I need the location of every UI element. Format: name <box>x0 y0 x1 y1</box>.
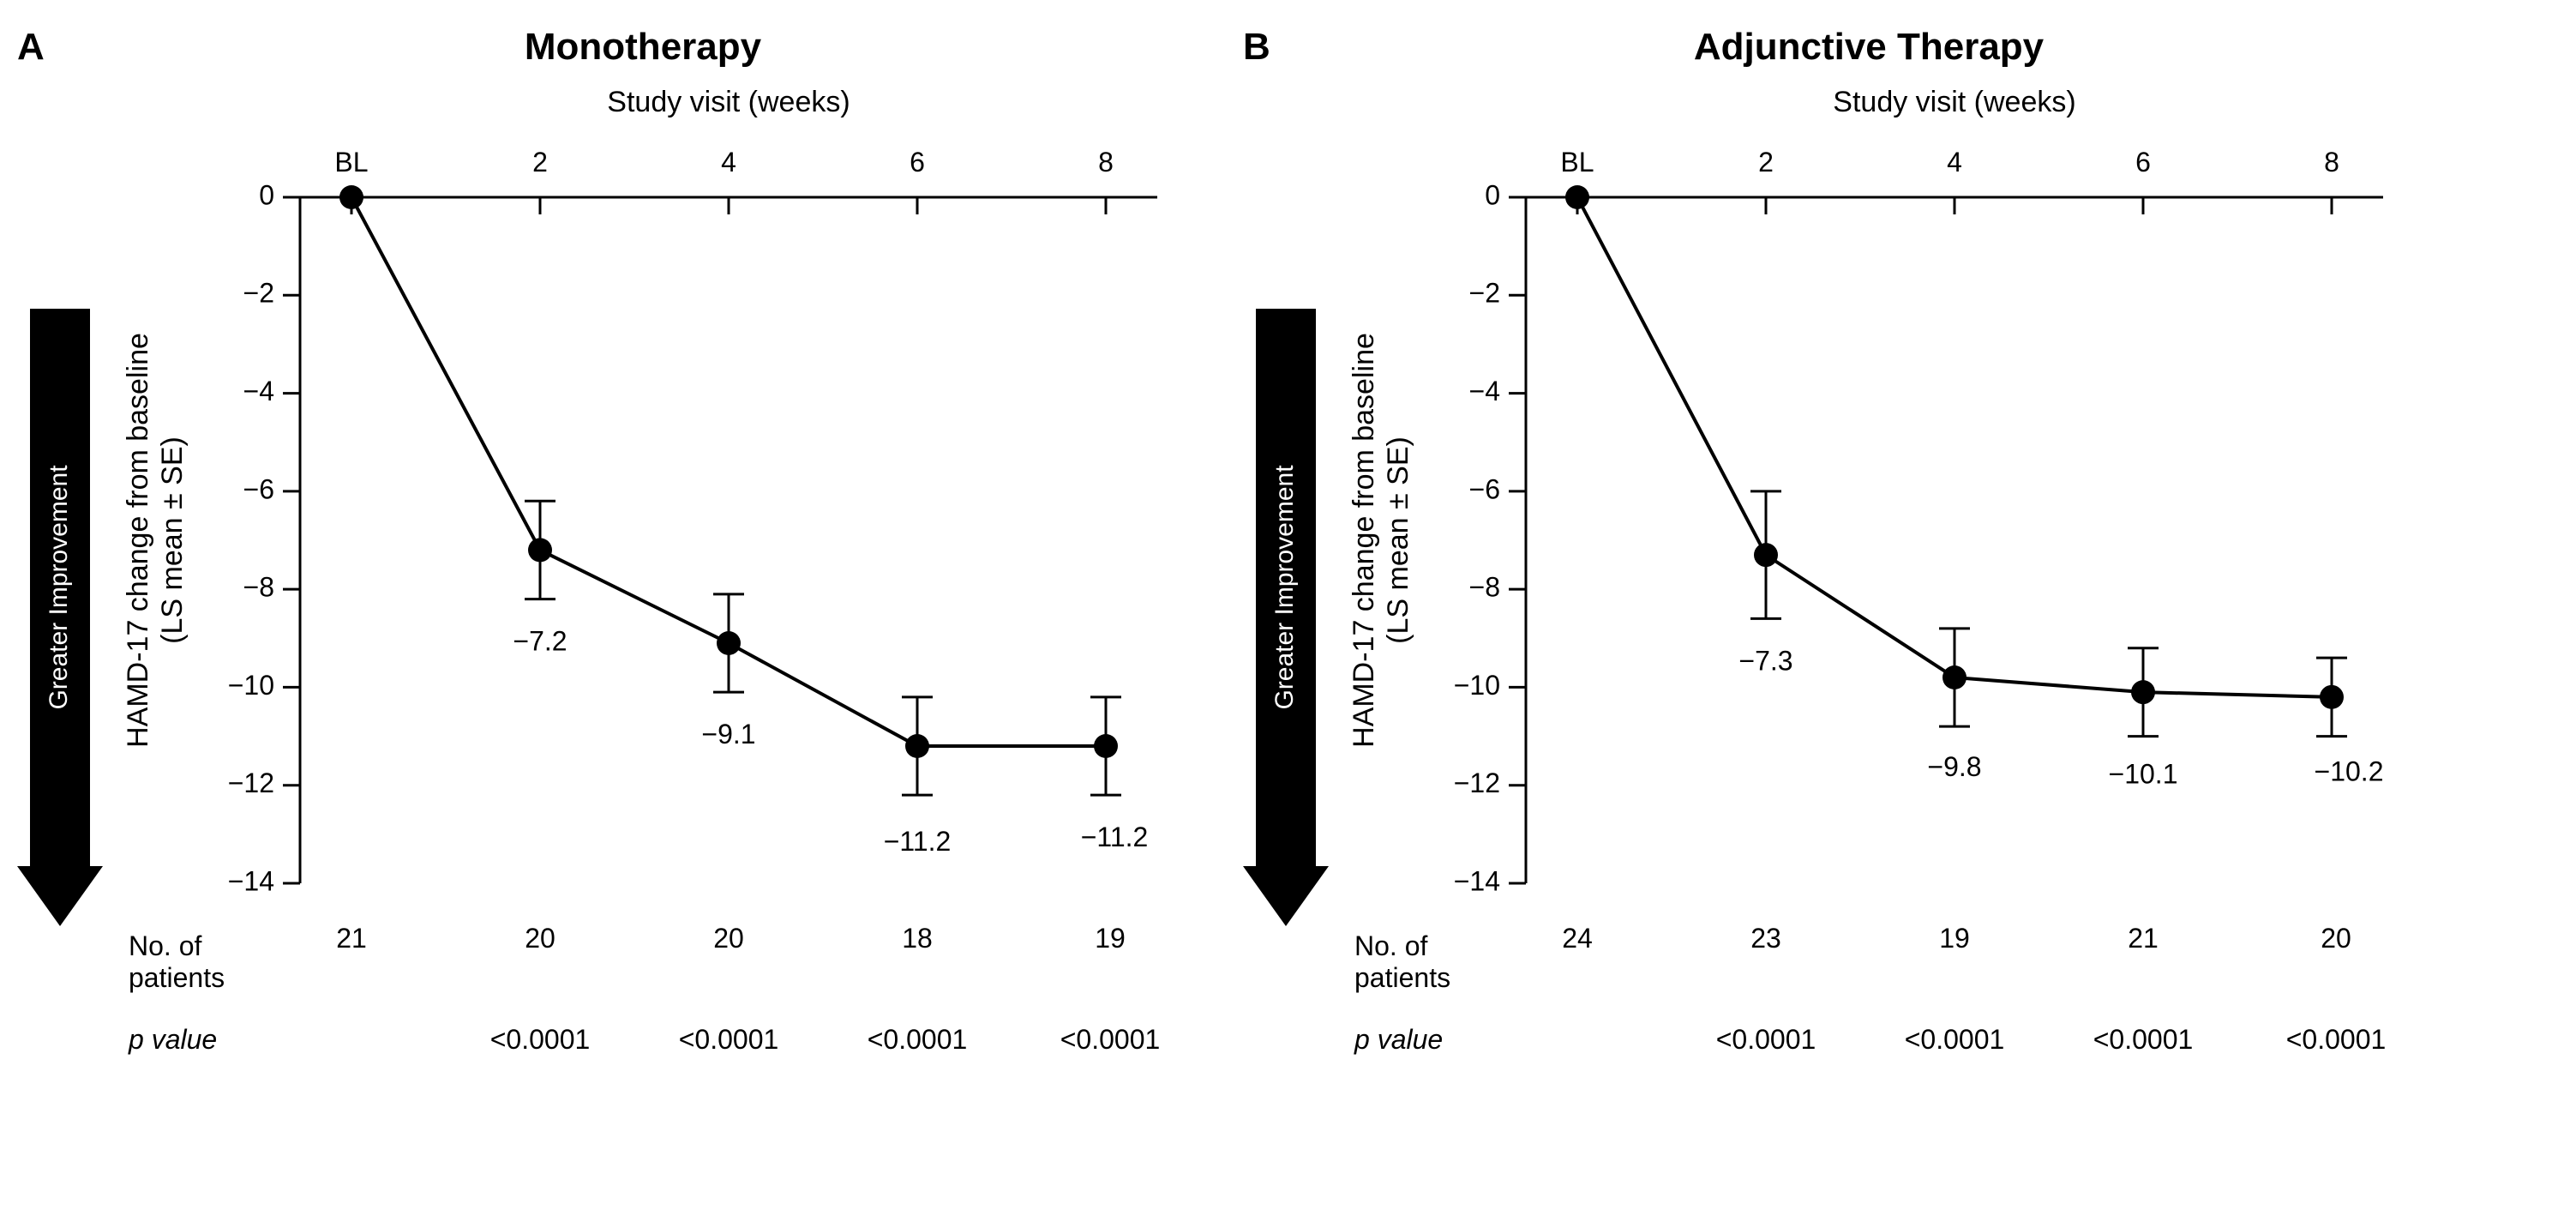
p-row-label: p value <box>1337 1002 1483 1064</box>
n-value: 20 <box>446 922 634 1002</box>
svg-text:−14: −14 <box>228 865 274 896</box>
svg-text:−6: −6 <box>1469 473 1500 504</box>
svg-text:Greater Improvement: Greater Improvement <box>1270 465 1299 710</box>
svg-text:Study visit (weeks): Study visit (weeks) <box>607 86 850 118</box>
figure-wrap: A Monotherapy Greater Improvement Study … <box>0 0 2576 1090</box>
svg-text:0: 0 <box>1485 179 1500 210</box>
svg-text:(LS mean ± SE): (LS mean ± SE) <box>156 436 189 644</box>
panel-a-data-table: No. ofpatients2120201819p value<0.0001<0… <box>111 922 1209 1064</box>
svg-text:BL: BL <box>334 147 368 178</box>
panel-a-title: Monotherapy <box>86 26 1200 69</box>
greater-improvement-arrow-icon: Greater Improvement <box>1243 223 1329 1012</box>
svg-text:2: 2 <box>1758 147 1774 178</box>
svg-text:−2: −2 <box>243 278 274 309</box>
panel-b: B Adjunctive Therapy Greater Improvement… <box>1243 26 2435 1064</box>
svg-text:0: 0 <box>259 179 274 210</box>
panel-a-letter: A <box>17 26 69 69</box>
svg-text:4: 4 <box>721 147 736 178</box>
n-value: 23 <box>1672 922 1860 1002</box>
svg-text:−12: −12 <box>1454 768 1500 798</box>
panel-a-body: Greater Improvement Study visit (weeks) B… <box>17 69 1209 1064</box>
n-value: 20 <box>2237 922 2435 1002</box>
svg-text:HAMD-17 change from baseline: HAMD-17 change from baseline <box>1348 333 1380 748</box>
p-value: <0.0001 <box>823 1002 1012 1064</box>
svg-text:HAMD-17 change from baseline: HAMD-17 change from baseline <box>122 333 154 748</box>
svg-text:−8: −8 <box>1469 572 1500 603</box>
svg-text:6: 6 <box>2135 147 2151 178</box>
panel-b-letter: B <box>1243 26 1294 69</box>
n-value: 24 <box>1483 922 1672 1002</box>
p-value: <0.0001 <box>446 1002 634 1064</box>
panel-a: A Monotherapy Greater Improvement Study … <box>17 26 1209 1064</box>
panel-a-chart-col: Study visit (weeks) BL 2 4 6 8 0 −2 −4 −6 −8 −10 −12… <box>111 69 1209 1064</box>
panel-b-chart: Study visit (weeks) BL 2 4 6 8 0 −2 −4 −6 −8 −10 −12… <box>1337 69 2435 909</box>
svg-text:−2: −2 <box>1469 278 1500 309</box>
panel-b-arrow-col: Greater Improvement <box>1243 69 1329 1012</box>
p-value: <0.0001 <box>1012 1002 1209 1064</box>
svg-text:−6: −6 <box>243 473 274 504</box>
n-value: 21 <box>2049 922 2237 1002</box>
svg-text:−10: −10 <box>228 670 274 701</box>
n-value: 18 <box>823 922 1012 1002</box>
panel-a-chart: Study visit (weeks) BL 2 4 6 8 0 −2 −4 −6 −8 −10 −12… <box>111 69 1209 909</box>
svg-text:−8: −8 <box>243 572 274 603</box>
svg-text:−9.8: −9.8 <box>1927 751 1981 782</box>
panel-b-body: Greater Improvement Study visit (weeks) B… <box>1243 69 2435 1064</box>
svg-text:6: 6 <box>910 147 925 178</box>
n-value: 19 <box>1860 922 2049 1002</box>
greater-improvement-arrow-icon: Greater Improvement <box>17 223 103 1012</box>
svg-text:−9.1: −9.1 <box>701 719 755 749</box>
p-value <box>257 1002 446 1064</box>
svg-text:−4: −4 <box>1469 376 1500 406</box>
panel-a-arrow-col: Greater Improvement <box>17 69 103 1012</box>
panel-b-chart-col: Study visit (weeks)BL24680−2−4−6−8−10−12… <box>1337 69 2435 1064</box>
svg-text:−11.2: −11.2 <box>884 826 952 857</box>
panel-b-header: B Adjunctive Therapy <box>1243 26 2426 69</box>
svg-text:−10: −10 <box>1454 670 1500 701</box>
n-row-label: No. ofpatients <box>111 922 257 1002</box>
svg-text:8: 8 <box>2324 147 2339 178</box>
svg-text:−7.2: −7.2 <box>513 626 567 657</box>
svg-text:4: 4 <box>1947 147 1962 178</box>
svg-text:−10.1: −10.1 <box>2109 759 2178 790</box>
p-value: <0.0001 <box>2237 1002 2435 1064</box>
svg-text:BL: BL <box>1560 147 1594 178</box>
p-value: <0.0001 <box>2049 1002 2237 1064</box>
svg-text:Study visit (weeks): Study visit (weeks) <box>1833 86 2075 118</box>
p-value: <0.0001 <box>634 1002 823 1064</box>
p-value: <0.0001 <box>1860 1002 2049 1064</box>
panel-b-title: Adjunctive Therapy <box>1312 26 2426 69</box>
svg-text:2: 2 <box>532 147 548 178</box>
panel-a-header: A Monotherapy <box>17 26 1200 69</box>
n-value: 19 <box>1012 922 1209 1002</box>
svg-text:8: 8 <box>1098 147 1114 178</box>
svg-text:−4: −4 <box>243 376 274 406</box>
n-row-label: No. ofpatients <box>1337 922 1483 1002</box>
svg-text:(LS mean ± SE): (LS mean ± SE) <box>1382 436 1414 644</box>
panel-b-data-table: No. ofpatients2423192120p value<0.0001<0… <box>1337 922 2435 1064</box>
p-value: <0.0001 <box>1672 1002 1860 1064</box>
svg-text:−14: −14 <box>1454 865 1500 896</box>
p-value <box>1483 1002 1672 1064</box>
svg-text:−10.2: −10.2 <box>2315 756 2384 787</box>
n-value: 21 <box>257 922 446 1002</box>
svg-text:−7.3: −7.3 <box>1738 645 1792 676</box>
p-row-label: p value <box>111 1002 257 1064</box>
svg-text:−11.2: −11.2 <box>1081 822 1149 852</box>
svg-text:−12: −12 <box>228 768 274 798</box>
n-value: 20 <box>634 922 823 1002</box>
svg-text:Greater Improvement: Greater Improvement <box>45 465 73 710</box>
